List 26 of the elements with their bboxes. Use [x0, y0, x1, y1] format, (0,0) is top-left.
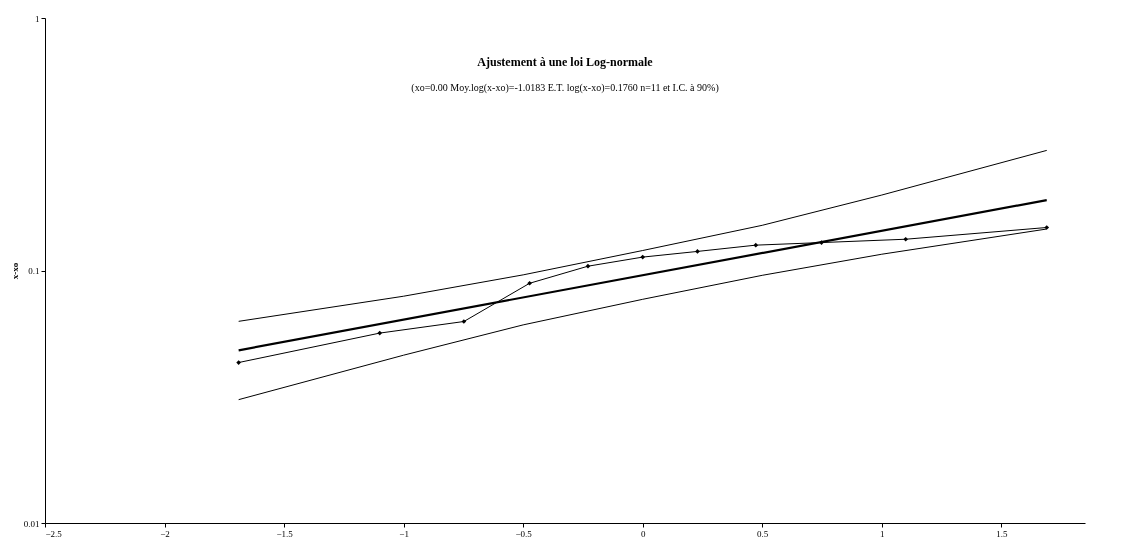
point	[640, 254, 646, 260]
y-axis-title: x-xo	[9, 262, 20, 280]
point	[236, 360, 241, 365]
x-tick-label: 1.5	[996, 528, 1008, 539]
y-tick-label: 1	[35, 13, 40, 24]
x-tick-label: −2	[160, 528, 170, 539]
point	[695, 249, 700, 254]
x-tick-label: −1.5	[276, 528, 294, 539]
line-series	[238, 149, 1048, 322]
point	[903, 236, 909, 242]
x-tick-label: −2.5	[45, 528, 63, 539]
x-tick-label: −0.5	[515, 528, 533, 539]
point	[377, 330, 383, 336]
x-tick-label: 0.5	[757, 528, 769, 539]
point	[753, 242, 759, 248]
text: Ajustement à une loi Log-normale	[477, 55, 654, 69]
point	[1044, 225, 1050, 230]
x-tick-label: 0	[640, 528, 646, 539]
point	[527, 280, 532, 286]
text: (xo=0.00 Moy.log(x-xo)=-1.0183 E.T. log(x-xo)=0.1760 n=11 et I.C. à 90%)	[411, 82, 719, 94]
point	[585, 263, 591, 269]
point	[819, 240, 824, 245]
y-tick-label: 0.1	[28, 266, 40, 276]
x-tick-label: 1	[880, 528, 885, 539]
y-tick-label: 0.01	[23, 518, 40, 529]
x-tick-label: −1	[399, 528, 409, 539]
